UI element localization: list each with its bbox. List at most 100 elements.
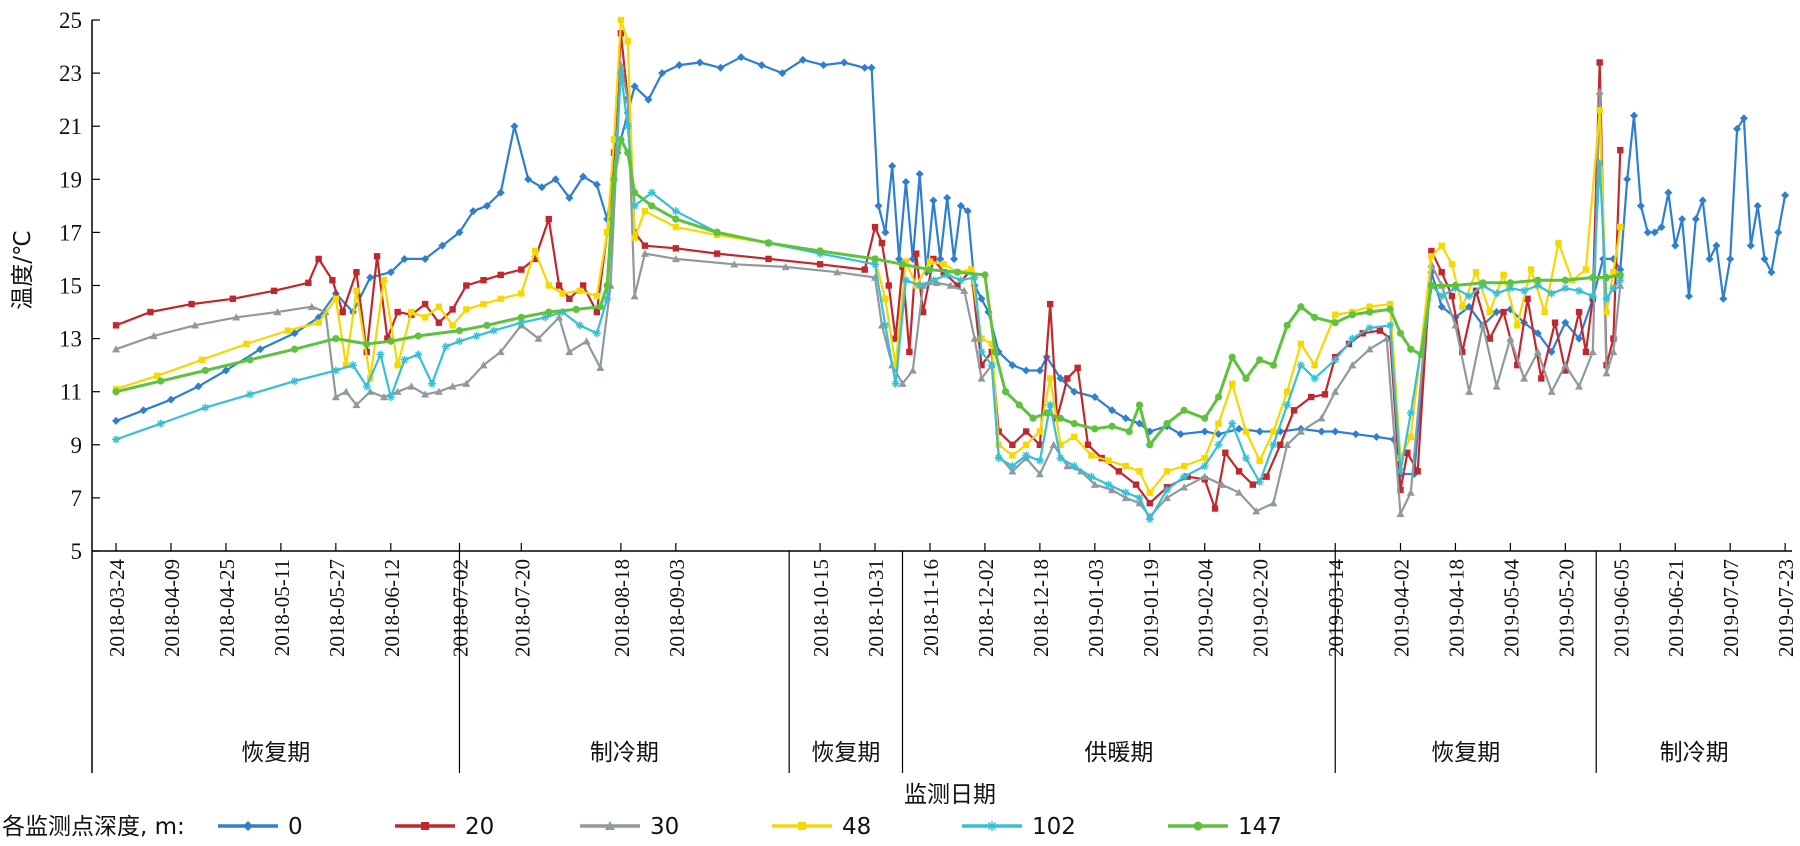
data-point-20 [1596,59,1603,66]
data-point-30 [1602,369,1611,377]
data-point-0 [1022,366,1031,375]
data-point-102 [1200,462,1209,471]
data-point-0 [166,395,175,404]
data-point-20 [449,306,456,313]
data-point-102 [977,347,986,356]
data-point-0 [496,188,505,197]
data-point-20 [892,335,899,342]
data-point-48 [1428,253,1435,260]
data-point-20 [765,255,772,263]
data-point-30 [379,393,388,401]
data-point-48 [332,295,340,302]
data-point-48 [1603,308,1610,316]
data-point-48 [1541,308,1548,316]
data-point-102 [1506,284,1515,293]
data-point-48 [154,372,161,379]
period-label: 制冷期 [1660,740,1729,766]
y-tick-label: 21 [59,114,82,139]
data-point-30 [1180,483,1189,491]
data-point-0 [915,169,924,178]
data-point-0 [1616,265,1625,274]
data-point-48 [1617,223,1624,231]
data-point-20 [112,322,120,329]
data-point-0 [1176,430,1185,439]
data-point-20 [1404,449,1411,456]
data-point-20 [579,282,587,289]
data-point-20 [861,266,868,273]
y-tick-label: 19 [59,167,82,192]
data-point-48 [1500,271,1507,279]
x-tick-label: 2018-11-16 [919,559,943,656]
data-point-0 [1533,329,1542,338]
data-point-102 [929,276,938,285]
data-point-102 [541,313,550,322]
data-point-48 [967,266,975,273]
data-point-20 [545,215,552,223]
data-point-147 [1479,279,1487,287]
data-point-30 [1506,334,1515,342]
data-point-102 [1008,462,1017,471]
data-point-48 [518,290,525,297]
data-point-30 [421,390,430,398]
data-point-0 [840,58,849,67]
data-point-20 [1074,364,1081,372]
data-point-20 [463,282,470,289]
data-point-48 [892,361,899,369]
data-point-102 [1331,355,1340,364]
data-point-20 [1376,327,1384,334]
data-point-0 [1712,241,1721,250]
series-line-0 [115,56,1787,476]
data-point-30 [671,254,680,263]
data-point-0 [1108,406,1116,415]
data-point-48 [1438,242,1445,249]
data-point-48 [1215,420,1222,427]
data-point-0 [1090,393,1099,402]
data-point-48 [1332,311,1339,318]
data-point-48 [926,258,934,265]
data-point-0 [1255,427,1264,436]
data-point-30 [352,400,361,409]
data-point-0 [537,183,546,192]
data-point-48 [1229,380,1236,387]
data-point-147 [953,268,962,276]
data-point-30 [534,334,543,342]
data-point-102 [1348,334,1357,343]
data-point-147 [713,228,721,236]
data-point-102 [1035,456,1044,465]
data-point-30 [393,387,402,395]
data-point-0 [695,58,704,67]
data-point-20 [305,279,312,287]
data-point-102 [1283,400,1292,409]
data-point-0 [798,55,807,64]
y-tick-label: 15 [59,274,82,299]
data-point-102 [1365,323,1374,332]
data-point-0 [716,63,725,72]
data-point-0 [1575,334,1584,343]
data-point-48 [394,361,401,369]
data-point-147 [981,271,989,279]
data-point-48 [1105,457,1112,464]
data-point-48 [243,340,250,348]
data-point-0 [421,254,430,263]
legend-marker-147 [1193,821,1203,831]
data-point-0 [1719,294,1728,303]
data-point-30 [1588,347,1597,356]
data-point-0 [950,254,959,263]
data-point-0 [901,177,910,186]
y-tick-label: 11 [60,380,82,405]
data-point-30 [1406,488,1415,496]
data-point-102 [376,350,385,359]
data-point-147 [1256,356,1264,364]
data-point-30 [1465,387,1474,395]
data-point-147 [291,345,299,353]
data-point-30 [730,260,739,268]
data-point-102 [386,393,395,402]
data-point-30 [1331,387,1340,395]
period-label: 恢复期 [811,740,880,766]
data-point-0 [112,416,121,425]
data-point-20 [394,308,401,316]
data-point-20 [1397,486,1404,494]
data-point-0 [1774,228,1783,237]
data-point-20 [188,300,195,308]
data-point-48 [1610,269,1617,276]
